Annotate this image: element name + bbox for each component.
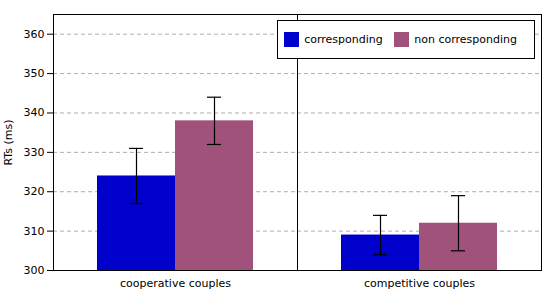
svg-text:competitive couples: competitive couples	[364, 277, 475, 290]
html-text:corresponding: corresponding	[304, 33, 383, 46]
svg-text:360: 360	[24, 28, 45, 41]
svg-text:300: 300	[24, 264, 45, 277]
svg-text:340: 340	[24, 106, 45, 119]
html-text:non corresponding: non corresponding	[414, 33, 517, 46]
svg-text:RTs (ms): RTs (ms)	[2, 120, 15, 166]
svg-text:330: 330	[24, 146, 45, 159]
svg-text:320: 320	[24, 185, 45, 198]
svg-text:cooperative couples: cooperative couples	[120, 277, 231, 290]
svg-text:310: 310	[24, 225, 45, 238]
svg-text:350: 350	[24, 67, 45, 80]
